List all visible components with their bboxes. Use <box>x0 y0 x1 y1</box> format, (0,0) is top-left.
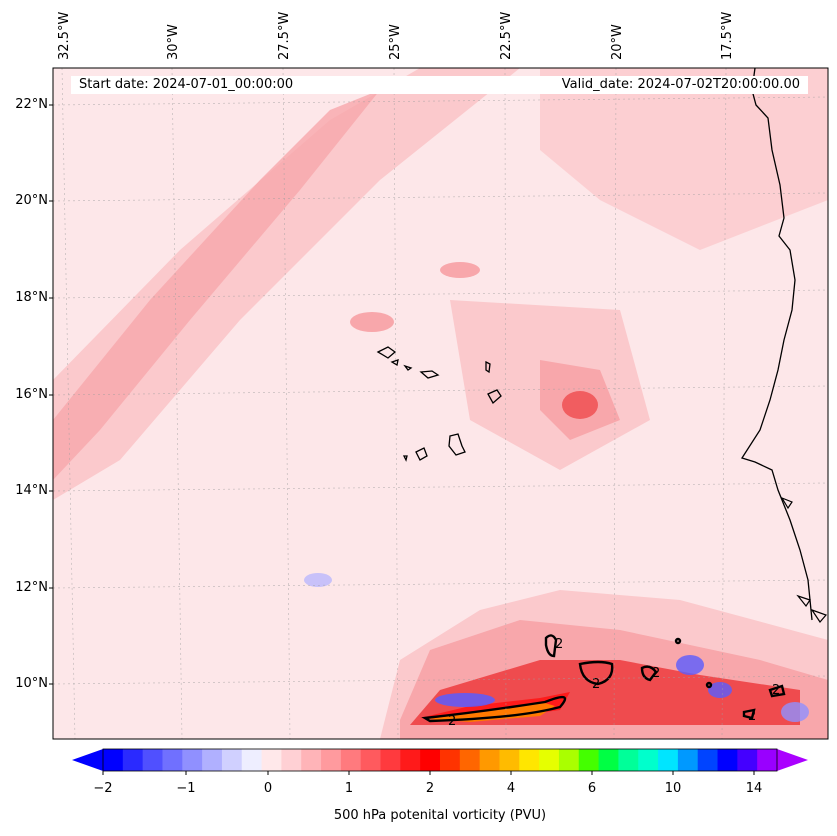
map-frame <box>52 67 829 740</box>
lat-label: 14°N <box>15 483 48 498</box>
pv-band-light <box>53 68 520 500</box>
lon-label: 25°W <box>388 24 403 60</box>
colorbar-cell <box>221 749 243 771</box>
colorbar-arrow-low <box>72 749 103 771</box>
colorbar-cell <box>241 749 263 771</box>
lat-label: 12°N <box>15 580 48 595</box>
colorbar-cell <box>420 749 441 771</box>
valid-date: Valid_date: 2024-07-02T20:00:00.00 <box>561 77 800 92</box>
colorbar-cell <box>142 749 163 771</box>
lat-label: 18°N <box>15 290 48 305</box>
colorbar-cell <box>202 749 223 771</box>
colorbar-cell <box>400 749 421 771</box>
colorbar <box>72 748 808 775</box>
gridlines <box>53 68 828 739</box>
contour-label: 2 <box>748 709 756 724</box>
colorbar-cell <box>340 749 362 771</box>
colorbar-tick-label: 2 <box>425 781 435 796</box>
coastal-islands <box>780 496 828 623</box>
lon-label: 22.5°W <box>499 11 514 60</box>
lat-label: 22°N <box>15 97 48 112</box>
lat-ticks <box>49 104 53 685</box>
africa-coastline <box>740 68 813 621</box>
colorbar-cell <box>380 749 401 771</box>
pv-negative-east <box>676 655 704 675</box>
colorbar-tick-label: 6 <box>587 781 597 796</box>
pv-blob-north <box>440 262 480 278</box>
contour-label: 2 <box>652 666 660 681</box>
colorbar-tick-label: 10 <box>664 781 682 796</box>
pv-max-central <box>562 391 598 419</box>
pv-negative-east-2 <box>708 682 732 698</box>
colorbar-ticks <box>102 771 755 775</box>
colorbar-cell <box>182 749 203 771</box>
pv-region-northeast <box>540 68 828 250</box>
start-date: Start date: 2024-07-01_00:00:00 <box>79 77 294 92</box>
pv-blob-west <box>350 312 394 332</box>
colorbar-tick-label: −1 <box>176 781 196 796</box>
colorbar-cell <box>261 749 282 771</box>
map-area: 2 2 2 2 2 2 <box>53 68 828 739</box>
contour-label: 2 <box>448 714 456 729</box>
colorbar-tick-label: 4 <box>506 781 516 796</box>
contour-label: 2 <box>555 637 563 652</box>
colorbar-cell <box>519 749 540 771</box>
colorbar-cell <box>360 749 382 771</box>
colorbar-cell <box>638 749 659 771</box>
contour-label: 2 <box>772 683 780 698</box>
cape-verde-islands <box>376 346 502 462</box>
colorbar-cell <box>122 749 144 771</box>
pv-south-negative <box>435 693 495 707</box>
colorbar-cell <box>103 749 124 771</box>
colorbar-cell <box>440 749 461 771</box>
pv-contour-2 <box>421 634 786 723</box>
colorbar-tick-label: 14 <box>745 781 763 796</box>
lat-label: 20°N <box>15 193 48 208</box>
colorbar-arrow-high <box>777 749 808 771</box>
colorbar-cell <box>499 749 520 771</box>
lon-label: 30°W <box>166 24 181 60</box>
lon-label: 17.5°W <box>720 11 735 60</box>
colorbar-cell <box>301 749 322 771</box>
pv-negative-west <box>304 573 332 587</box>
lat-label: 16°N <box>15 387 48 402</box>
colorbar-cell <box>558 749 580 771</box>
pv-south-orange <box>428 703 555 722</box>
lon-label: 32.5°W <box>57 11 72 60</box>
contour-labels: 2 2 2 2 2 2 <box>448 637 780 729</box>
colorbar-cell <box>539 749 560 771</box>
colorbar-cell <box>321 749 342 771</box>
contour-label: 2 <box>592 677 600 692</box>
colorbar-cell <box>459 749 481 771</box>
colorbar-cell <box>281 749 302 771</box>
colorbar-cell <box>717 749 738 771</box>
colorbar-cell <box>658 749 679 771</box>
lon-label: 27.5°W <box>277 11 292 60</box>
lon-label: 20°W <box>610 24 625 60</box>
colorbar-tick-label: 0 <box>263 781 273 796</box>
date-info-box: Start date: 2024-07-01_00:00:00 Valid_da… <box>71 76 808 94</box>
pv-band-medium <box>53 90 380 480</box>
colorbar-cell <box>757 749 778 771</box>
colorbar-tick-label: −2 <box>93 781 113 796</box>
pv-negative-east-3 <box>781 702 809 722</box>
colorbar-label: 500 hPa potenital vorticity (PVU) <box>333 808 547 823</box>
colorbar-cell <box>162 749 183 771</box>
colorbar-cell <box>677 749 699 771</box>
colorbar-cell <box>479 749 500 771</box>
lat-label: 10°N <box>15 676 48 691</box>
colorbar-cell <box>737 749 758 771</box>
colorbar-cell <box>578 749 600 771</box>
colorbar-cell <box>618 749 639 771</box>
colorbar-cell <box>598 749 619 771</box>
colorbar-tick-label: 1 <box>344 781 354 796</box>
colorbar-cell <box>697 749 719 771</box>
